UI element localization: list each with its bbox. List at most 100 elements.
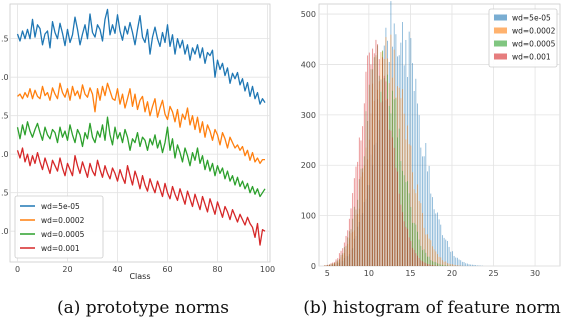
histogram-bar: [418, 258, 420, 266]
histogram-bar: [383, 75, 385, 267]
histogram-bar: [455, 257, 457, 266]
histogram-bar: [437, 254, 438, 266]
histogram-bar: [332, 262, 334, 266]
left-y-tick-label: .5: [1, 189, 9, 198]
legend-label-wd=0.0005: wd=0.0005: [512, 40, 556, 49]
histogram-bar: [438, 263, 440, 266]
histogram-bar: [440, 257, 442, 266]
histogram-bar: [363, 103, 365, 266]
legend-label-wd=0.001: wd=0.001: [41, 244, 80, 253]
histogram-bar: [422, 250, 423, 266]
histogram-bar: [435, 262, 437, 266]
histogram-bar: [473, 264, 475, 266]
histogram-bar: [385, 81, 387, 267]
histogram-bar: [418, 115, 420, 266]
histogram-bar: [455, 265, 457, 266]
histogram-bar: [392, 137, 393, 266]
histogram-bar: [415, 253, 417, 266]
right-x-tick-label: 25: [488, 269, 498, 278]
histogram-bar: [478, 265, 480, 266]
histogram-bar: [352, 193, 354, 266]
legend-label-wd=5e-05: wd=5e-05: [512, 14, 551, 23]
histogram-bar: [413, 90, 415, 267]
histogram-bar: [430, 193, 432, 266]
histogram-bar: [412, 247, 413, 266]
histogram-bar: [427, 234, 428, 266]
histogram-bar: [471, 264, 473, 266]
histogram-bar: [348, 218, 350, 266]
legend-swatch-wd=0.0005: [494, 40, 507, 47]
left-x-tick-label: 80: [212, 265, 222, 274]
histogram-bar: [427, 256, 428, 266]
histogram-bar: [443, 237, 445, 266]
histogram-bar: [340, 250, 342, 266]
histogram-bar: [380, 102, 382, 267]
histogram-bar: [446, 240, 448, 266]
series-line-wd=0.0005: [16, 116, 266, 198]
left-y-tick-label: .0: [1, 227, 9, 236]
legend-swatch-wd=0.0002: [494, 27, 507, 34]
histogram-bar: [400, 204, 402, 266]
histogram-bar: [453, 264, 455, 266]
histogram-bar: [370, 64, 372, 267]
histogram-bar: [428, 256, 430, 266]
histogram-bar: [410, 145, 412, 266]
histogram-bar: [382, 57, 384, 266]
histogram-bar: [357, 161, 359, 266]
histogram-bar: [432, 261, 433, 266]
histogram-bar: [456, 257, 458, 266]
left-x-tick-label: 100: [260, 265, 275, 274]
histogram-bar: [358, 137, 360, 266]
histogram-bar: [412, 172, 413, 266]
histogram-bar: [417, 184, 418, 266]
histogram-bar: [415, 224, 417, 266]
right-y-tick-label: 200: [301, 161, 316, 170]
histogram-bar: [461, 261, 463, 266]
histogram-bar: [393, 147, 395, 266]
histogram-bar: [425, 263, 427, 266]
histogram-bar: [418, 239, 420, 266]
histogram-bar: [420, 203, 422, 266]
histogram-series-wd=0.001: [323, 39, 438, 267]
histogram-bar: [333, 261, 335, 266]
left-x-axis-label: Class: [129, 272, 150, 281]
histogram-bar: [463, 262, 465, 266]
histogram-bar: [422, 156, 423, 266]
histogram-bar: [441, 264, 443, 266]
legend-label-wd=0.001: wd=0.001: [512, 53, 551, 62]
histogram-bar: [420, 245, 422, 266]
histogram-bar: [372, 48, 374, 266]
right-legend-box: [488, 8, 558, 68]
histogram-bar: [458, 259, 460, 266]
left-y-tick-label: .5: [1, 112, 9, 121]
histogram-bar: [412, 63, 413, 266]
histogram-bar: [410, 241, 412, 266]
histogram-bar: [390, 130, 392, 266]
histogram-bar: [407, 181, 408, 266]
histogram-bar: [423, 227, 425, 266]
histogram-bar: [422, 261, 423, 266]
histogram-bar: [432, 197, 433, 266]
histogram-bar: [397, 171, 398, 266]
histogram-bar: [445, 239, 447, 266]
histogram-bar: [430, 240, 432, 266]
left-x-tick-label: 60: [162, 265, 172, 274]
histogram-bar: [368, 52, 370, 266]
histogram-bar: [402, 212, 403, 266]
histogram-bar: [451, 264, 453, 266]
histogram-bar: [403, 221, 405, 266]
histogram-bar: [367, 55, 369, 267]
histogram-bar: [423, 156, 425, 266]
histogram-bar: [388, 129, 390, 266]
histogram-bar: [438, 256, 440, 266]
left-x-tick-label: 20: [62, 265, 72, 274]
histogram-bar: [345, 235, 347, 266]
histogram-bar: [445, 265, 447, 266]
series-line-wd=0.001: [16, 147, 266, 246]
histogram-bar: [476, 265, 478, 266]
histogram-bar: [427, 264, 428, 266]
histogram-bar: [475, 265, 477, 266]
histogram-bar: [353, 178, 355, 266]
histogram-bar: [425, 143, 427, 266]
